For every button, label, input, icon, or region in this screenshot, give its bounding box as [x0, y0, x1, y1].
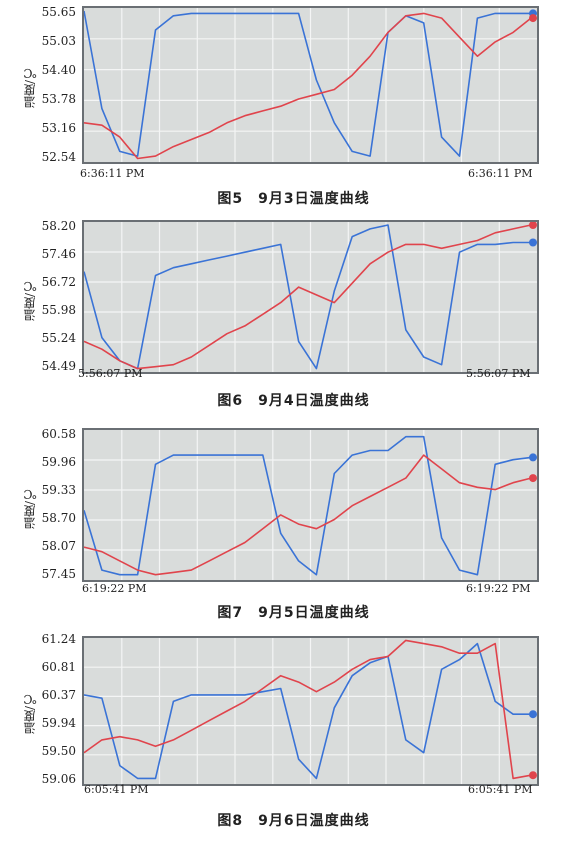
figure-7: 温度/℃ 60.58 59.96 59.33 58.70 58.07 57.45…: [0, 422, 587, 630]
series-line-blue: [84, 435, 532, 576]
figure-8: 温度/℃ 61.24 60.81 60.37 59.94 59.50 59.06…: [0, 630, 587, 841]
plot-area: [82, 220, 539, 374]
figure-5: 温度/℃ 55.65 55.03 54.40 53.78 53.16 52.54…: [0, 0, 587, 212]
series-end-marker: [529, 14, 537, 23]
y-tick-label: 55.03: [41, 34, 76, 48]
y-tick-label: 57.45: [41, 567, 76, 581]
x-time-label-right: 6:19:22 PM: [466, 582, 531, 595]
chart-svg: [84, 222, 537, 372]
x-time-label-right: 5:56:07 PM: [466, 367, 531, 380]
series-line-red: [84, 454, 532, 576]
figure-caption: 图8 9月6日温度曲线: [217, 813, 370, 829]
y-tick-label: 61.24: [41, 632, 76, 646]
series-line-red: [84, 224, 532, 370]
y-tick-label: 60.37: [41, 688, 76, 702]
y-tick-label: 58.70: [41, 511, 76, 525]
series-line-blue: [84, 224, 531, 370]
series-line-blue: [84, 642, 531, 780]
y-axis-label-wrap: 温度/℃: [18, 6, 40, 168]
y-tick-label: 58.07: [41, 539, 76, 553]
y-tick-label: 57.46: [41, 247, 76, 261]
y-tick-label: 54.49: [41, 359, 76, 373]
y-tick-label: 59.50: [41, 744, 76, 758]
y-tick-label: 59.06: [41, 772, 76, 786]
figure-caption: 图7 9月5日温度曲线: [217, 605, 370, 621]
figure-caption: 图6 9月4日温度曲线: [217, 393, 370, 409]
y-tick-label: 54.40: [41, 63, 76, 77]
x-time-label-left: 6:05:41 PM: [84, 783, 149, 796]
chart-svg: [84, 8, 537, 162]
series-line-red: [84, 12, 532, 160]
x-time-label-left: 6:36:11 PM: [80, 167, 145, 180]
y-axis-label-wrap: 温度/℃: [18, 428, 40, 588]
x-time-label-left: 5:56:07 PM: [78, 367, 143, 380]
x-time-label-right: 6:05:41 PM: [468, 783, 533, 796]
y-tick-label: 59.33: [41, 483, 76, 497]
figure-caption: 图5 9月3日温度曲线: [217, 191, 370, 207]
plot-area: [82, 6, 539, 164]
y-tick-label: 52.54: [41, 150, 76, 164]
series-end-marker: [529, 710, 537, 719]
y-tick-label: 59.94: [41, 716, 76, 730]
series-line-blue: [84, 10, 531, 157]
x-time-label-right: 6:36:11 PM: [468, 167, 533, 180]
series-end-marker: [529, 771, 537, 780]
y-tick-label: 55.98: [41, 303, 76, 317]
y-tick-label: 60.81: [41, 660, 76, 674]
y-tick-label: 58.20: [41, 219, 76, 233]
series-end-marker: [529, 453, 537, 462]
series-line-red: [84, 639, 532, 780]
series-end-marker: [529, 238, 537, 247]
y-tick-label: 53.78: [41, 92, 76, 106]
y-tick-label: 55.24: [41, 331, 76, 345]
plot-area: [82, 636, 539, 786]
chart-svg: [84, 430, 537, 580]
y-tick-label: 55.65: [41, 5, 76, 19]
y-tick-label: 56.72: [41, 275, 76, 289]
x-time-label-left: 6:19:22 PM: [82, 582, 147, 595]
figure-6: 温度/℃ 58.20 57.46 56.72 55.98 55.24 54.49…: [0, 212, 587, 422]
plot-area: [82, 428, 539, 582]
y-tick-label: 53.16: [41, 121, 76, 135]
chart-svg: [84, 638, 537, 784]
series-end-marker: [529, 222, 537, 229]
y-tick-label: 59.96: [41, 455, 76, 469]
y-axis-label-wrap: 温度/℃: [18, 220, 40, 380]
y-tick-label: 60.58: [41, 427, 76, 441]
series-end-marker: [529, 474, 537, 483]
